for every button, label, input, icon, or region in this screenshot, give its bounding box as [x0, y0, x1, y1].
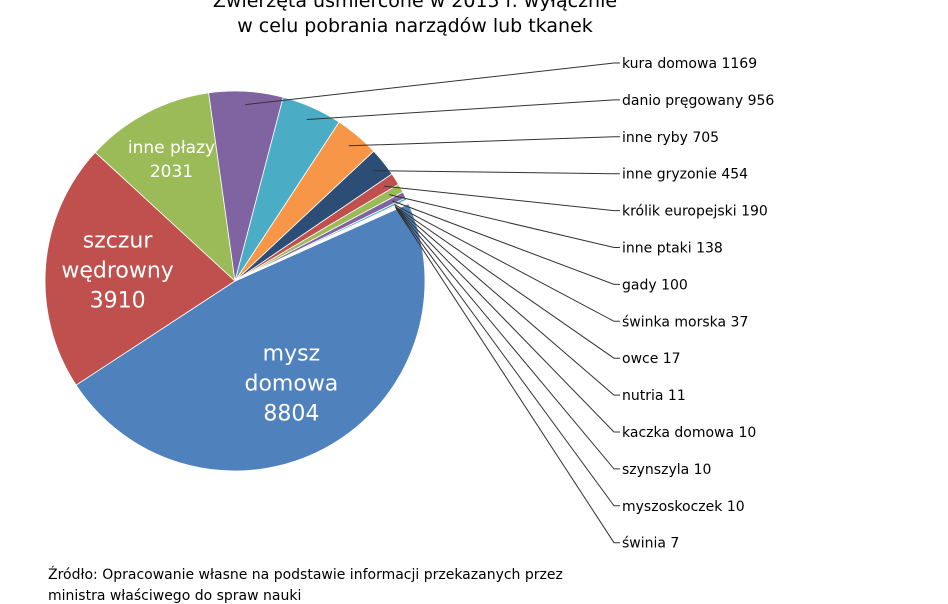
slices [44, 90, 426, 472]
leader-line [395, 208, 620, 544]
slice-label: królik europejski 190 [622, 204, 768, 220]
leader-lines [245, 62, 620, 544]
leader-line [395, 207, 620, 433]
leader-line [372, 170, 620, 175]
slice-label-inside: 2031 [150, 162, 193, 182]
source-note-continued: ministra właściwego do spraw nauki [48, 588, 302, 604]
slice-label: kaczka domowa 10 [622, 425, 756, 441]
slice-label: kura domowa 1169 [622, 56, 757, 72]
pie-slice-świnia [234, 202, 410, 282]
pie-slice-szczur-wędrowny [44, 151, 236, 386]
leader-line [348, 136, 620, 147]
leader-line [245, 62, 620, 106]
slice-label: gady 100 [622, 277, 688, 293]
slice-label: świnia 7 [622, 536, 679, 552]
slice-label-inside: mysz [263, 341, 320, 366]
leader-line [395, 206, 620, 396]
slice-label: inne gryzonie 454 [622, 167, 748, 183]
slice-label: szynszyla 10 [622, 462, 711, 478]
pie-slice-mysz-domowa [75, 203, 426, 472]
slice-label-inside: wędrowny [61, 258, 173, 283]
slice-label-inside: 3910 [90, 288, 146, 313]
slice-label-inside: szczur [83, 228, 154, 253]
leader-line [395, 208, 620, 507]
slice-label: danio pręgowany 956 [622, 93, 774, 109]
slice-label-inside: 8804 [263, 401, 319, 426]
leader-line [395, 207, 620, 470]
leader-line [306, 99, 620, 120]
slice-label: nutria 11 [622, 388, 686, 404]
slice-label: świnka morska 37 [622, 314, 748, 330]
slice-label: myszoskoczek 10 [622, 499, 745, 515]
slice-label: owce 17 [622, 351, 681, 367]
leader-line [389, 194, 620, 248]
leader-line [392, 200, 620, 285]
leader-line [394, 205, 620, 359]
chart-title: Zwierzęta uśmiercone w 2015 r. wyłącznie [212, 0, 618, 12]
slice-label-inside: inne płazy [128, 138, 215, 158]
leader-line [394, 204, 620, 322]
slice-labels: mysz domowa 8804 szczur wędrowny 3910 inne pła… [61, 56, 774, 552]
chart-subtitle: w celu pobrania narządów lub tkanek [237, 15, 593, 37]
leader-line [384, 185, 620, 212]
slice-label: inne ryby 705 [622, 130, 719, 146]
slice-label: inne ptaki 138 [622, 241, 723, 257]
source-note: Źródło: Opracowanie własne na podstawie … [48, 567, 563, 583]
pie-slice-inne-płazy [94, 92, 236, 283]
slice-label-inside: domowa [245, 371, 339, 396]
